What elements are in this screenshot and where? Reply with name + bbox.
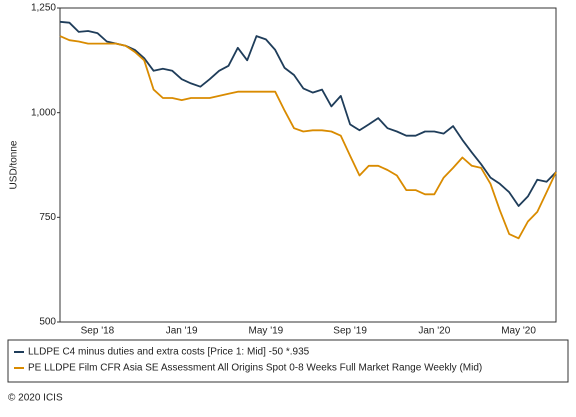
plot-frame: [59, 7, 557, 323]
legend-label: LLDPE C4 minus duties and extra costs [P…: [28, 347, 310, 358]
x-tick-label: Sep '18: [81, 326, 115, 337]
y-tick-label: 1,250: [31, 3, 56, 14]
series-line: [59, 35, 557, 240]
y-axis-label: USD/tonne: [9, 140, 20, 189]
y-tick-label: 750: [39, 212, 56, 223]
x-tick-label: May '20: [501, 326, 536, 337]
y-tick-label: 500: [39, 317, 56, 328]
y-tick-label: 1,000: [31, 107, 56, 118]
series-line: [59, 20, 557, 207]
footer: © 2020 ICIS: [8, 393, 63, 404]
x-tick-label: Sep '19: [333, 326, 367, 337]
x-tick-label: Jan '19: [166, 326, 198, 337]
x-tick-label: May '19: [249, 326, 284, 337]
legend-box: [7, 339, 569, 383]
x-tick-label: Jan '20: [418, 326, 450, 337]
legend-label: PE LLDPE Film CFR Asia SE Assessment All…: [28, 363, 482, 374]
